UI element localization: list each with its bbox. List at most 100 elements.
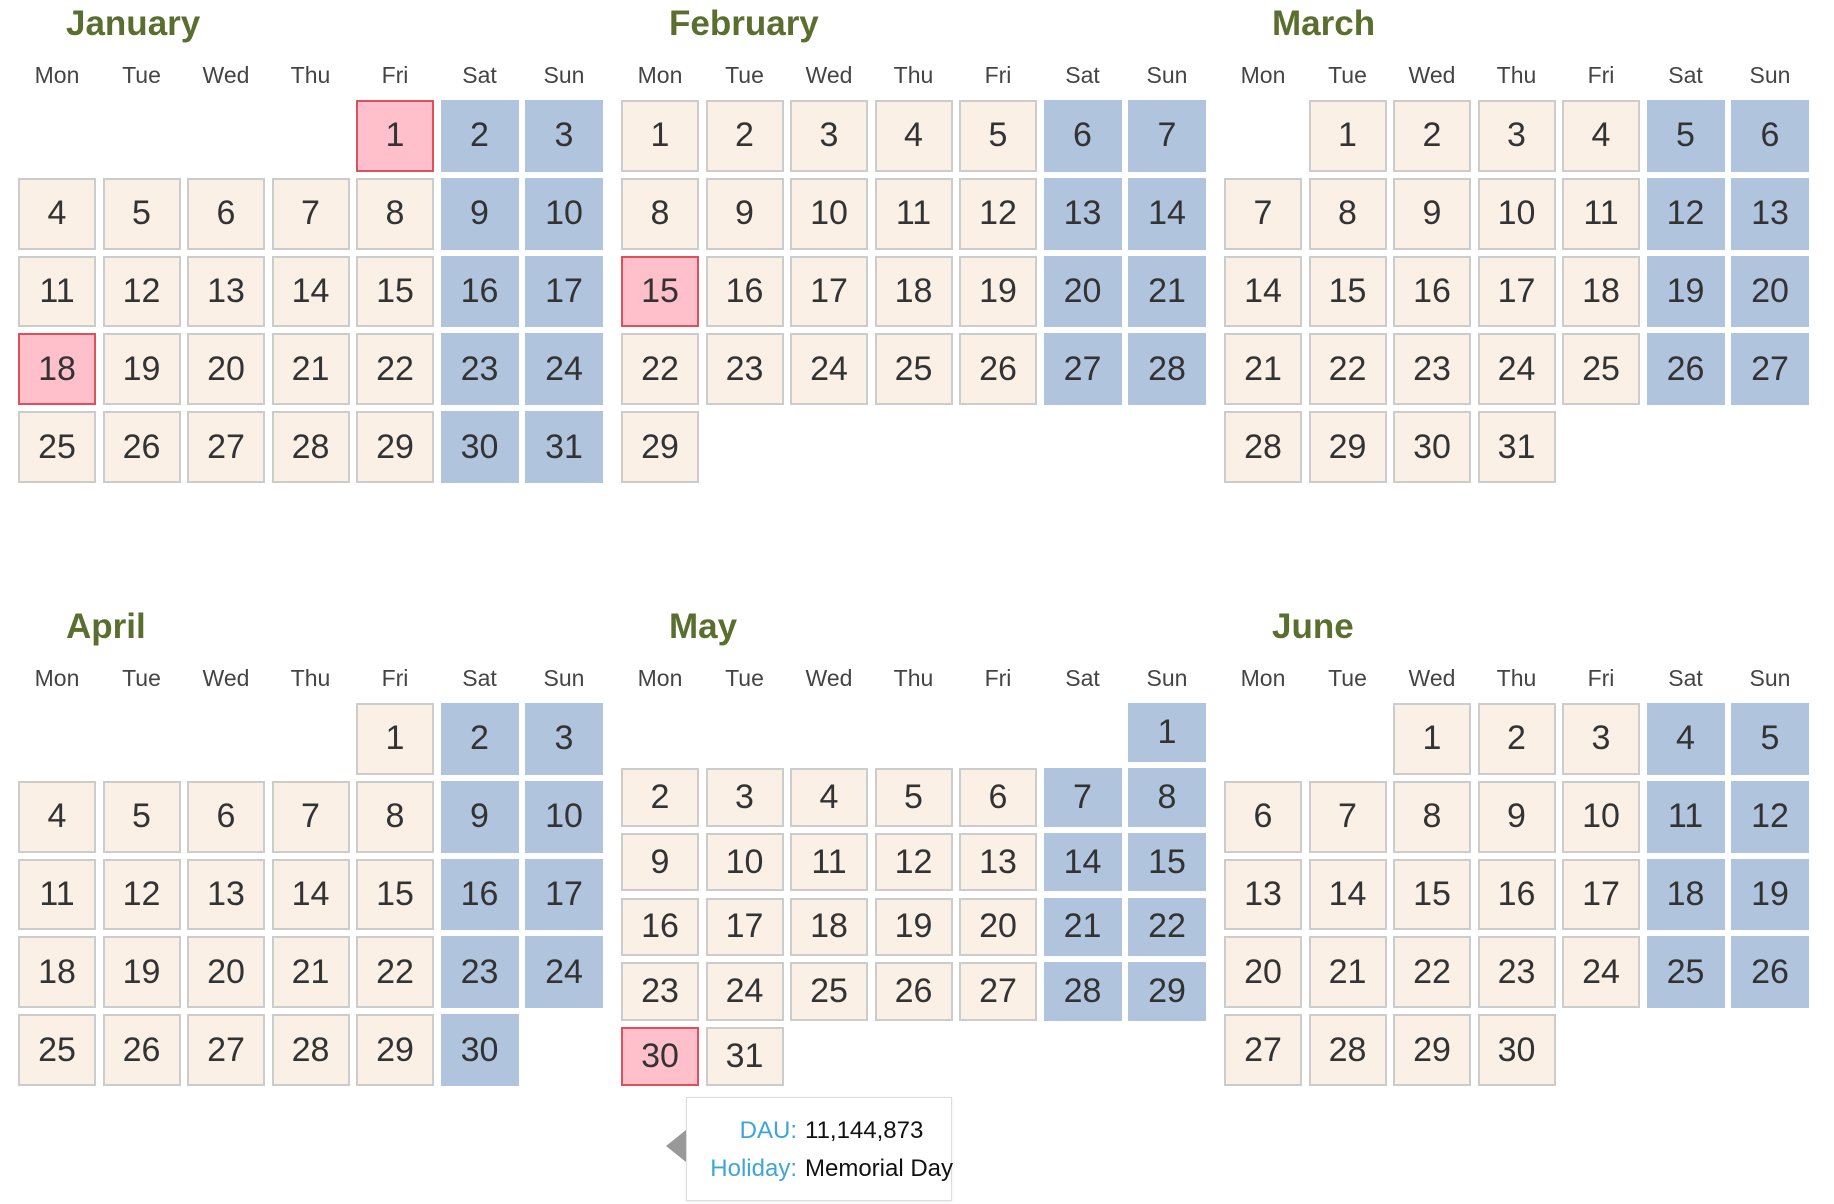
day-cell[interactable]: 17	[525, 858, 603, 931]
day-cell[interactable]: 28	[1043, 962, 1122, 1022]
day-cell[interactable]: 7	[271, 780, 350, 853]
day-cell[interactable]: 8	[356, 177, 434, 250]
day-cell[interactable]: 23	[1393, 333, 1471, 406]
day-cell[interactable]: 5	[1731, 703, 1809, 775]
day-cell[interactable]: 10	[790, 177, 868, 250]
day-cell[interactable]: 4	[790, 767, 868, 827]
day-cell[interactable]: 2	[621, 767, 699, 827]
day-cell[interactable]: 14	[1308, 858, 1387, 931]
day-cell[interactable]: 11	[1646, 780, 1725, 853]
day-cell[interactable]: 25	[1562, 333, 1640, 406]
day-cell[interactable]: 8	[1393, 780, 1471, 853]
day-cell[interactable]: 23	[705, 333, 784, 406]
day-cell[interactable]: 4	[874, 100, 953, 172]
day-cell[interactable]: 31	[525, 411, 603, 483]
day-cell[interactable]: 5	[1646, 100, 1725, 172]
day-cell[interactable]: 24	[525, 333, 603, 406]
day-cell[interactable]: 25	[18, 1014, 96, 1086]
day-cell[interactable]: 23	[1477, 936, 1556, 1009]
day-cell[interactable]: 9	[440, 780, 519, 853]
day-cell[interactable]: 29	[356, 411, 434, 483]
day-cell[interactable]: 27	[1043, 333, 1122, 406]
day-cell[interactable]: 20	[187, 333, 265, 406]
day-cell[interactable]: 16	[705, 255, 784, 328]
day-cell[interactable]: 28	[1128, 333, 1206, 406]
day-cell[interactable]: 7	[1224, 177, 1302, 250]
day-cell[interactable]: 25	[790, 962, 868, 1022]
day-cell[interactable]: 30	[440, 1014, 519, 1086]
day-cell[interactable]: 24	[790, 333, 868, 406]
day-cell[interactable]: 13	[1043, 177, 1122, 250]
day-cell[interactable]: 16	[440, 858, 519, 931]
day-cell[interactable]: 7	[1043, 767, 1122, 827]
day-cell[interactable]: 1	[1128, 703, 1206, 762]
day-cell[interactable]: 1	[1308, 100, 1387, 172]
day-cell[interactable]: 25	[18, 411, 96, 483]
day-cell[interactable]: 29	[1128, 962, 1206, 1022]
day-cell[interactable]: 21	[1224, 333, 1302, 406]
day-cell[interactable]: 22	[1128, 897, 1206, 957]
day-cell[interactable]: 6	[959, 767, 1037, 827]
day-cell[interactable]: 15	[1308, 255, 1387, 328]
day-cell[interactable]: 6	[187, 177, 265, 250]
day-cell[interactable]: 19	[102, 936, 181, 1009]
day-cell[interactable]: 28	[1224, 411, 1302, 483]
day-cell[interactable]: 26	[102, 411, 181, 483]
day-cell[interactable]: 9	[1393, 177, 1471, 250]
day-cell[interactable]: 26	[1646, 333, 1725, 406]
day-cell[interactable]: 4	[18, 177, 96, 250]
day-cell[interactable]: 23	[440, 936, 519, 1009]
day-cell[interactable]: 8	[356, 780, 434, 853]
day-cell[interactable]: 10	[705, 832, 784, 892]
day-cell[interactable]: 22	[356, 333, 434, 406]
day-cell[interactable]: 4	[1562, 100, 1640, 172]
day-cell[interactable]: 26	[959, 333, 1037, 406]
day-cell[interactable]: 12	[959, 177, 1037, 250]
day-cell[interactable]: 9	[705, 177, 784, 250]
day-cell[interactable]: 15	[1393, 858, 1471, 931]
day-cell[interactable]: 23	[440, 333, 519, 406]
day-cell[interactable]: 31	[705, 1027, 784, 1086]
day-cell[interactable]: 1	[356, 703, 434, 775]
day-cell[interactable]: 16	[1393, 255, 1471, 328]
day-cell[interactable]: 16	[1477, 858, 1556, 931]
day-cell[interactable]: 20	[1224, 936, 1302, 1009]
day-cell[interactable]: 21	[1128, 255, 1206, 328]
day-cell[interactable]: 11	[18, 255, 96, 328]
day-cell[interactable]: 28	[271, 1014, 350, 1086]
day-cell[interactable]: 11	[18, 858, 96, 931]
day-cell[interactable]: 29	[356, 1014, 434, 1086]
day-cell[interactable]: 28	[1308, 1014, 1387, 1086]
day-cell[interactable]: 23	[621, 962, 699, 1022]
day-cell[interactable]: 3	[525, 703, 603, 775]
day-cell[interactable]: 27	[1731, 333, 1809, 406]
day-cell[interactable]: 30	[621, 1027, 699, 1086]
day-cell[interactable]: 15	[356, 255, 434, 328]
day-cell[interactable]: 5	[102, 177, 181, 250]
day-cell[interactable]: 29	[621, 411, 699, 483]
day-cell[interactable]: 1	[621, 100, 699, 172]
day-cell[interactable]: 18	[1562, 255, 1640, 328]
day-cell[interactable]: 15	[621, 255, 699, 328]
day-cell[interactable]: 19	[102, 333, 181, 406]
day-cell[interactable]: 16	[621, 897, 699, 957]
day-cell[interactable]: 8	[1308, 177, 1387, 250]
day-cell[interactable]: 12	[102, 255, 181, 328]
day-cell[interactable]: 3	[790, 100, 868, 172]
day-cell[interactable]: 27	[187, 1014, 265, 1086]
day-cell[interactable]: 27	[1224, 1014, 1302, 1086]
day-cell[interactable]: 26	[1731, 936, 1809, 1009]
day-cell[interactable]: 3	[525, 100, 603, 172]
day-cell[interactable]: 3	[705, 767, 784, 827]
day-cell[interactable]: 17	[1477, 255, 1556, 328]
day-cell[interactable]: 17	[1562, 858, 1640, 931]
day-cell[interactable]: 29	[1393, 1014, 1471, 1086]
day-cell[interactable]: 22	[356, 936, 434, 1009]
day-cell[interactable]: 4	[18, 780, 96, 853]
day-cell[interactable]: 31	[1477, 411, 1556, 483]
day-cell[interactable]: 2	[440, 100, 519, 172]
day-cell[interactable]: 21	[1043, 897, 1122, 957]
day-cell[interactable]: 18	[18, 936, 96, 1009]
day-cell[interactable]: 10	[525, 177, 603, 250]
day-cell[interactable]: 20	[1731, 255, 1809, 328]
